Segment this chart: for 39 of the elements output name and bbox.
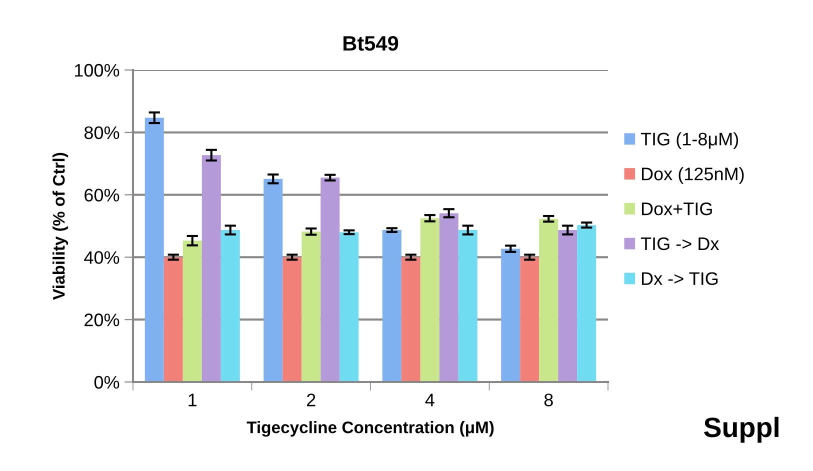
bar bbox=[439, 213, 458, 382]
legend-label: TIG -> Dx bbox=[640, 237, 720, 250]
bar bbox=[340, 232, 359, 382]
y-tick-label: 60% bbox=[84, 188, 120, 202]
bar bbox=[558, 230, 578, 382]
bar bbox=[182, 240, 202, 382]
y-tick-label: 40% bbox=[84, 251, 120, 264]
y-tick-label: 100% bbox=[75, 64, 120, 77]
x-axis-title: Tigecycline Concentration (μM) bbox=[246, 421, 494, 437]
x-tick-label: 2 bbox=[307, 394, 316, 406]
legend-label: Dx -> TIG bbox=[642, 272, 718, 286]
x-tick-label: 1 bbox=[188, 394, 197, 406]
bar bbox=[220, 230, 240, 382]
bar bbox=[282, 257, 302, 382]
bar bbox=[520, 257, 540, 382]
legend-label: TIG (1-8μM) bbox=[640, 132, 738, 150]
y-tick-label: 20% bbox=[84, 314, 120, 326]
bar bbox=[539, 218, 558, 382]
bar bbox=[501, 248, 520, 382]
bar bbox=[144, 118, 164, 382]
y-axis-title: Viability (% of Ctrl) bbox=[52, 152, 68, 300]
bar bbox=[420, 218, 440, 382]
legend-label: Dox (125nM) bbox=[642, 167, 744, 184]
text: Suppl bbox=[704, 416, 778, 443]
bar bbox=[458, 230, 478, 382]
y-tick-label: 80% bbox=[84, 126, 120, 140]
bar bbox=[264, 178, 283, 382]
legend-label: Dox+TIG bbox=[642, 202, 712, 216]
x-tick-label: 8 bbox=[544, 394, 553, 406]
bar bbox=[164, 257, 183, 382]
x-tick-label: 4 bbox=[425, 394, 434, 406]
chart-title: Bt549 bbox=[344, 36, 398, 51]
bar bbox=[382, 230, 402, 382]
bar bbox=[202, 155, 221, 382]
bar bbox=[401, 257, 420, 382]
bar bbox=[320, 178, 340, 382]
bar bbox=[577, 225, 596, 382]
bar bbox=[302, 232, 321, 382]
y-tick-label: 0% bbox=[94, 376, 120, 389]
